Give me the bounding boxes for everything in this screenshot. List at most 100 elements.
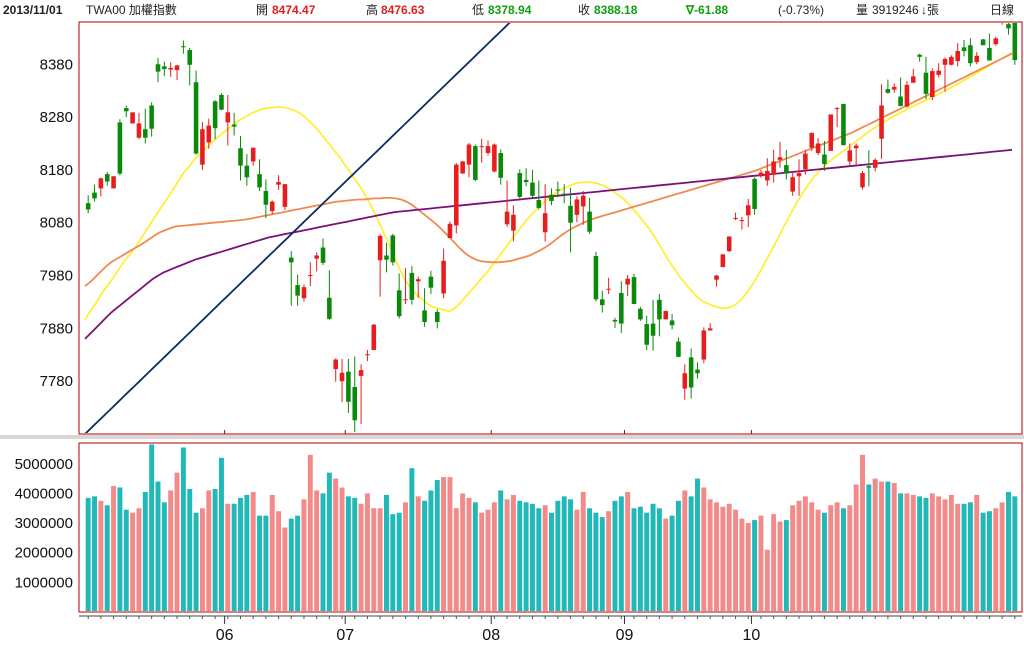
volume-bar — [929, 493, 935, 611]
volume-bar — [853, 484, 859, 611]
candle — [790, 173, 795, 196]
volume-bar — [104, 505, 110, 611]
candle-body — [580, 195, 586, 207]
candle-body — [752, 178, 757, 209]
volume-bar — [111, 485, 117, 611]
volume-bar — [910, 494, 916, 611]
candle — [384, 242, 389, 273]
candle-body — [1000, 16, 1005, 19]
volume-bar — [555, 500, 561, 611]
candle — [365, 350, 370, 362]
volume-bar — [758, 515, 764, 611]
candle-body — [384, 255, 389, 260]
volume-bar — [231, 503, 237, 611]
candle-body — [733, 217, 738, 219]
candle — [542, 184, 548, 242]
candle-body — [377, 235, 383, 261]
open-label: 開 — [256, 3, 269, 17]
candle — [428, 270, 434, 295]
candle — [752, 177, 757, 215]
candle-body — [561, 193, 567, 195]
candle — [968, 38, 973, 67]
candle-body — [942, 58, 948, 65]
volume-bar — [993, 508, 999, 611]
volume-bar — [669, 515, 675, 611]
volume-bar — [225, 503, 231, 611]
volume-bar — [821, 512, 827, 611]
candle-body — [181, 46, 186, 48]
candle-body — [206, 125, 212, 143]
volume-bar — [155, 481, 161, 611]
candle — [473, 144, 478, 181]
candle — [314, 252, 319, 272]
volume-bar — [257, 515, 263, 611]
candle-body — [517, 173, 523, 197]
symbol-name: TWA00 加權指數 — [86, 3, 177, 17]
volume-bar — [599, 517, 605, 611]
candle — [834, 107, 840, 128]
candle-body — [428, 276, 434, 288]
candle — [657, 294, 662, 337]
candle — [212, 100, 218, 140]
x-axis: 06 07 08 09 10 — [79, 615, 1022, 644]
candle-body — [860, 173, 865, 188]
price-frame — [78, 21, 1023, 435]
price-tick-label: 8080 — [40, 215, 73, 232]
low-label: 低 — [472, 3, 485, 17]
volume-bar — [447, 477, 453, 611]
candle — [352, 356, 358, 432]
candle-body — [282, 184, 288, 207]
candle — [333, 358, 338, 382]
candle-body — [434, 311, 440, 323]
volume-bar — [161, 502, 167, 611]
candle — [231, 112, 237, 136]
volume-bar — [269, 494, 275, 611]
volume-bar — [371, 508, 377, 611]
volume-tick-label: 3000000 — [15, 515, 73, 532]
volume-bar — [872, 478, 878, 611]
candle — [295, 274, 300, 306]
candle-body — [593, 255, 599, 300]
ma-5-line — [84, 51, 1013, 321]
volume-bar — [568, 499, 574, 611]
candle-body — [574, 199, 580, 215]
volume-bar — [885, 481, 891, 611]
volume-bar — [85, 497, 91, 611]
candle-body — [885, 89, 891, 93]
volume-bar — [384, 494, 389, 611]
volume-bar — [974, 494, 980, 611]
candle — [206, 118, 212, 149]
candle-body — [790, 177, 795, 192]
candle-body — [466, 144, 472, 165]
candle — [784, 149, 789, 180]
candle — [555, 181, 561, 198]
volume-bar — [339, 487, 345, 611]
volume-label: 量 — [856, 3, 869, 17]
candle-body — [726, 236, 732, 252]
volume-bar — [936, 496, 942, 611]
candle — [733, 212, 738, 221]
candle — [682, 364, 688, 400]
candle — [885, 79, 891, 94]
candle-body — [479, 146, 484, 148]
volume-bar — [282, 527, 288, 611]
volume-bar — [942, 499, 948, 611]
volume-tick-label: 1000000 — [15, 574, 73, 591]
volume-bar — [517, 500, 523, 611]
candle-body — [473, 146, 478, 180]
volume-bar — [1012, 496, 1018, 611]
candle-body — [714, 275, 719, 280]
volume-bar — [726, 503, 732, 611]
volume-bar — [377, 508, 383, 611]
candle — [504, 180, 510, 227]
volume-bar — [999, 502, 1005, 611]
candle-body — [701, 330, 707, 360]
candle-body — [193, 82, 199, 154]
candle-body — [504, 211, 510, 225]
candle-body — [961, 47, 967, 52]
volume-bar — [904, 493, 910, 611]
candle — [85, 195, 91, 214]
candle — [771, 149, 776, 183]
volume-bar — [828, 505, 834, 611]
